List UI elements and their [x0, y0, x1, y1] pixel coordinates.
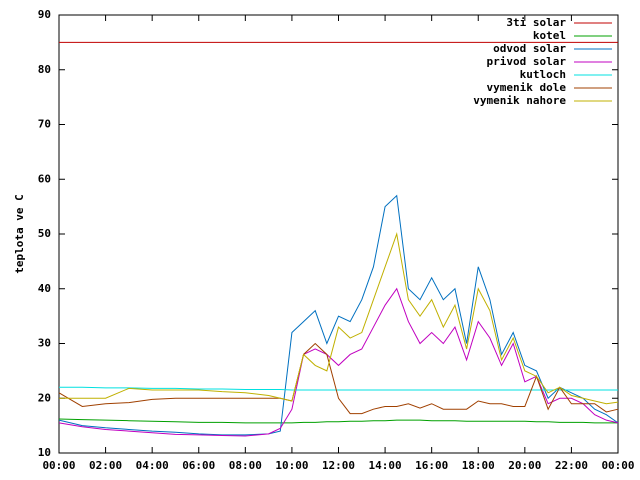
y-tick-label: 60: [38, 172, 51, 185]
legend-label: kutloch: [520, 68, 566, 81]
y-tick-label: 50: [38, 227, 51, 240]
x-tick-label: 16:00: [415, 459, 448, 472]
x-tick-label: 00:00: [601, 459, 634, 472]
legend-label: vymenik nahore: [473, 94, 566, 107]
y-tick-label: 10: [38, 446, 51, 459]
x-tick-label: 08:00: [229, 459, 262, 472]
legend-label: 3ti solar: [506, 16, 566, 29]
series-line: [58, 287, 619, 437]
y-tick-label: 80: [38, 63, 51, 76]
legend-label: vymenik dole: [487, 81, 567, 94]
x-tick-label: 20:00: [508, 459, 541, 472]
series-line: [58, 342, 619, 415]
x-tick-label: 12:00: [322, 459, 355, 472]
y-tick-label: 90: [38, 8, 51, 21]
y-axis-label: teplota ve C: [13, 194, 26, 273]
series-line: [58, 418, 618, 424]
x-tick-label: 22:00: [555, 459, 588, 472]
x-tick-label: 06:00: [182, 459, 215, 472]
series-line: [59, 232, 619, 405]
x-tick-label: 14:00: [369, 459, 402, 472]
y-tick-label: 70: [38, 118, 51, 131]
y-tick-label: 30: [38, 337, 51, 350]
y-tick-label: 40: [38, 282, 51, 295]
legend-label: privod solar: [487, 55, 567, 68]
x-tick-label: 00:00: [42, 459, 75, 472]
x-tick-label: 02:00: [89, 459, 122, 472]
x-tick-label: 18:00: [462, 459, 495, 472]
y-tick-label: 20: [38, 391, 51, 404]
x-tick-label: 10:00: [275, 459, 308, 472]
legend-label: kotel: [533, 29, 566, 42]
x-tick-label: 04:00: [136, 459, 169, 472]
series-line: [59, 386, 618, 391]
legend-label: odvod solar: [493, 42, 566, 55]
